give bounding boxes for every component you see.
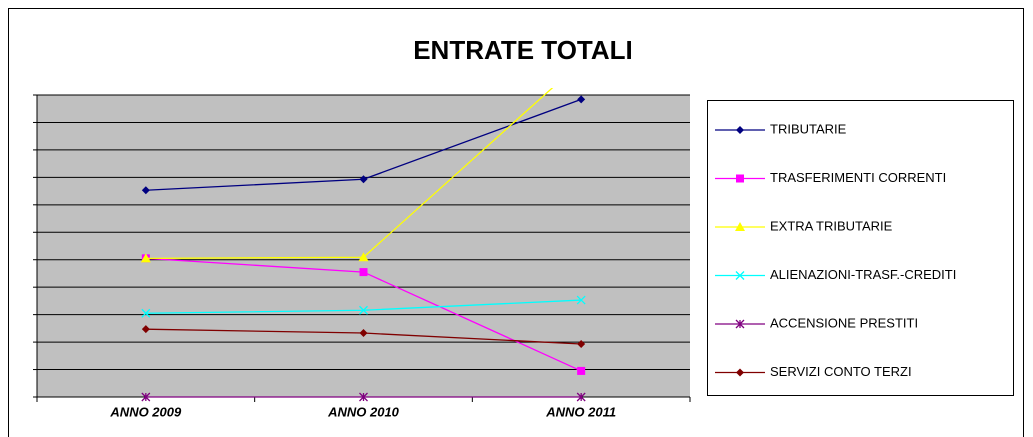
marker	[736, 368, 744, 377]
marker	[735, 319, 745, 329]
marker	[359, 305, 368, 315]
legend-label: ALIENAZIONI-TRASF.-CREDITI	[770, 267, 956, 282]
x-tick-label: ANNO 2009	[109, 404, 182, 419]
legend-label: EXTRA TRIBUTARIE	[770, 218, 893, 233]
marker	[577, 366, 586, 375]
marker	[358, 252, 369, 262]
x-tick-label: ANNO 2011	[545, 404, 616, 419]
marker	[577, 95, 586, 104]
marker	[359, 392, 368, 402]
marker	[141, 325, 150, 334]
marker	[576, 295, 586, 305]
marker	[736, 126, 744, 134]
marker	[736, 174, 744, 183]
marker	[577, 340, 586, 349]
legend-label: TRASFERIMENTI CORRENTI	[770, 170, 946, 185]
chart-title: ENTRATE TOTALI	[413, 35, 633, 65]
plot-area	[37, 95, 690, 397]
marker	[735, 271, 745, 280]
marker	[576, 392, 586, 402]
legend	[707, 100, 1014, 396]
legend-label: ACCENSIONE PRESTITI	[770, 315, 918, 330]
marker	[359, 175, 368, 184]
marker	[359, 268, 368, 277]
marker	[141, 392, 151, 402]
plot-series	[140, 88, 586, 402]
marker	[141, 308, 151, 318]
marker	[359, 329, 368, 338]
legend-label: TRIBUTARIE	[770, 121, 847, 136]
legend-label: SERVIZI CONTO TERZI	[770, 364, 912, 379]
marker	[140, 253, 151, 263]
x-tick-label: ANNO 2010	[327, 404, 400, 419]
marker	[141, 186, 150, 195]
marker	[735, 222, 745, 231]
